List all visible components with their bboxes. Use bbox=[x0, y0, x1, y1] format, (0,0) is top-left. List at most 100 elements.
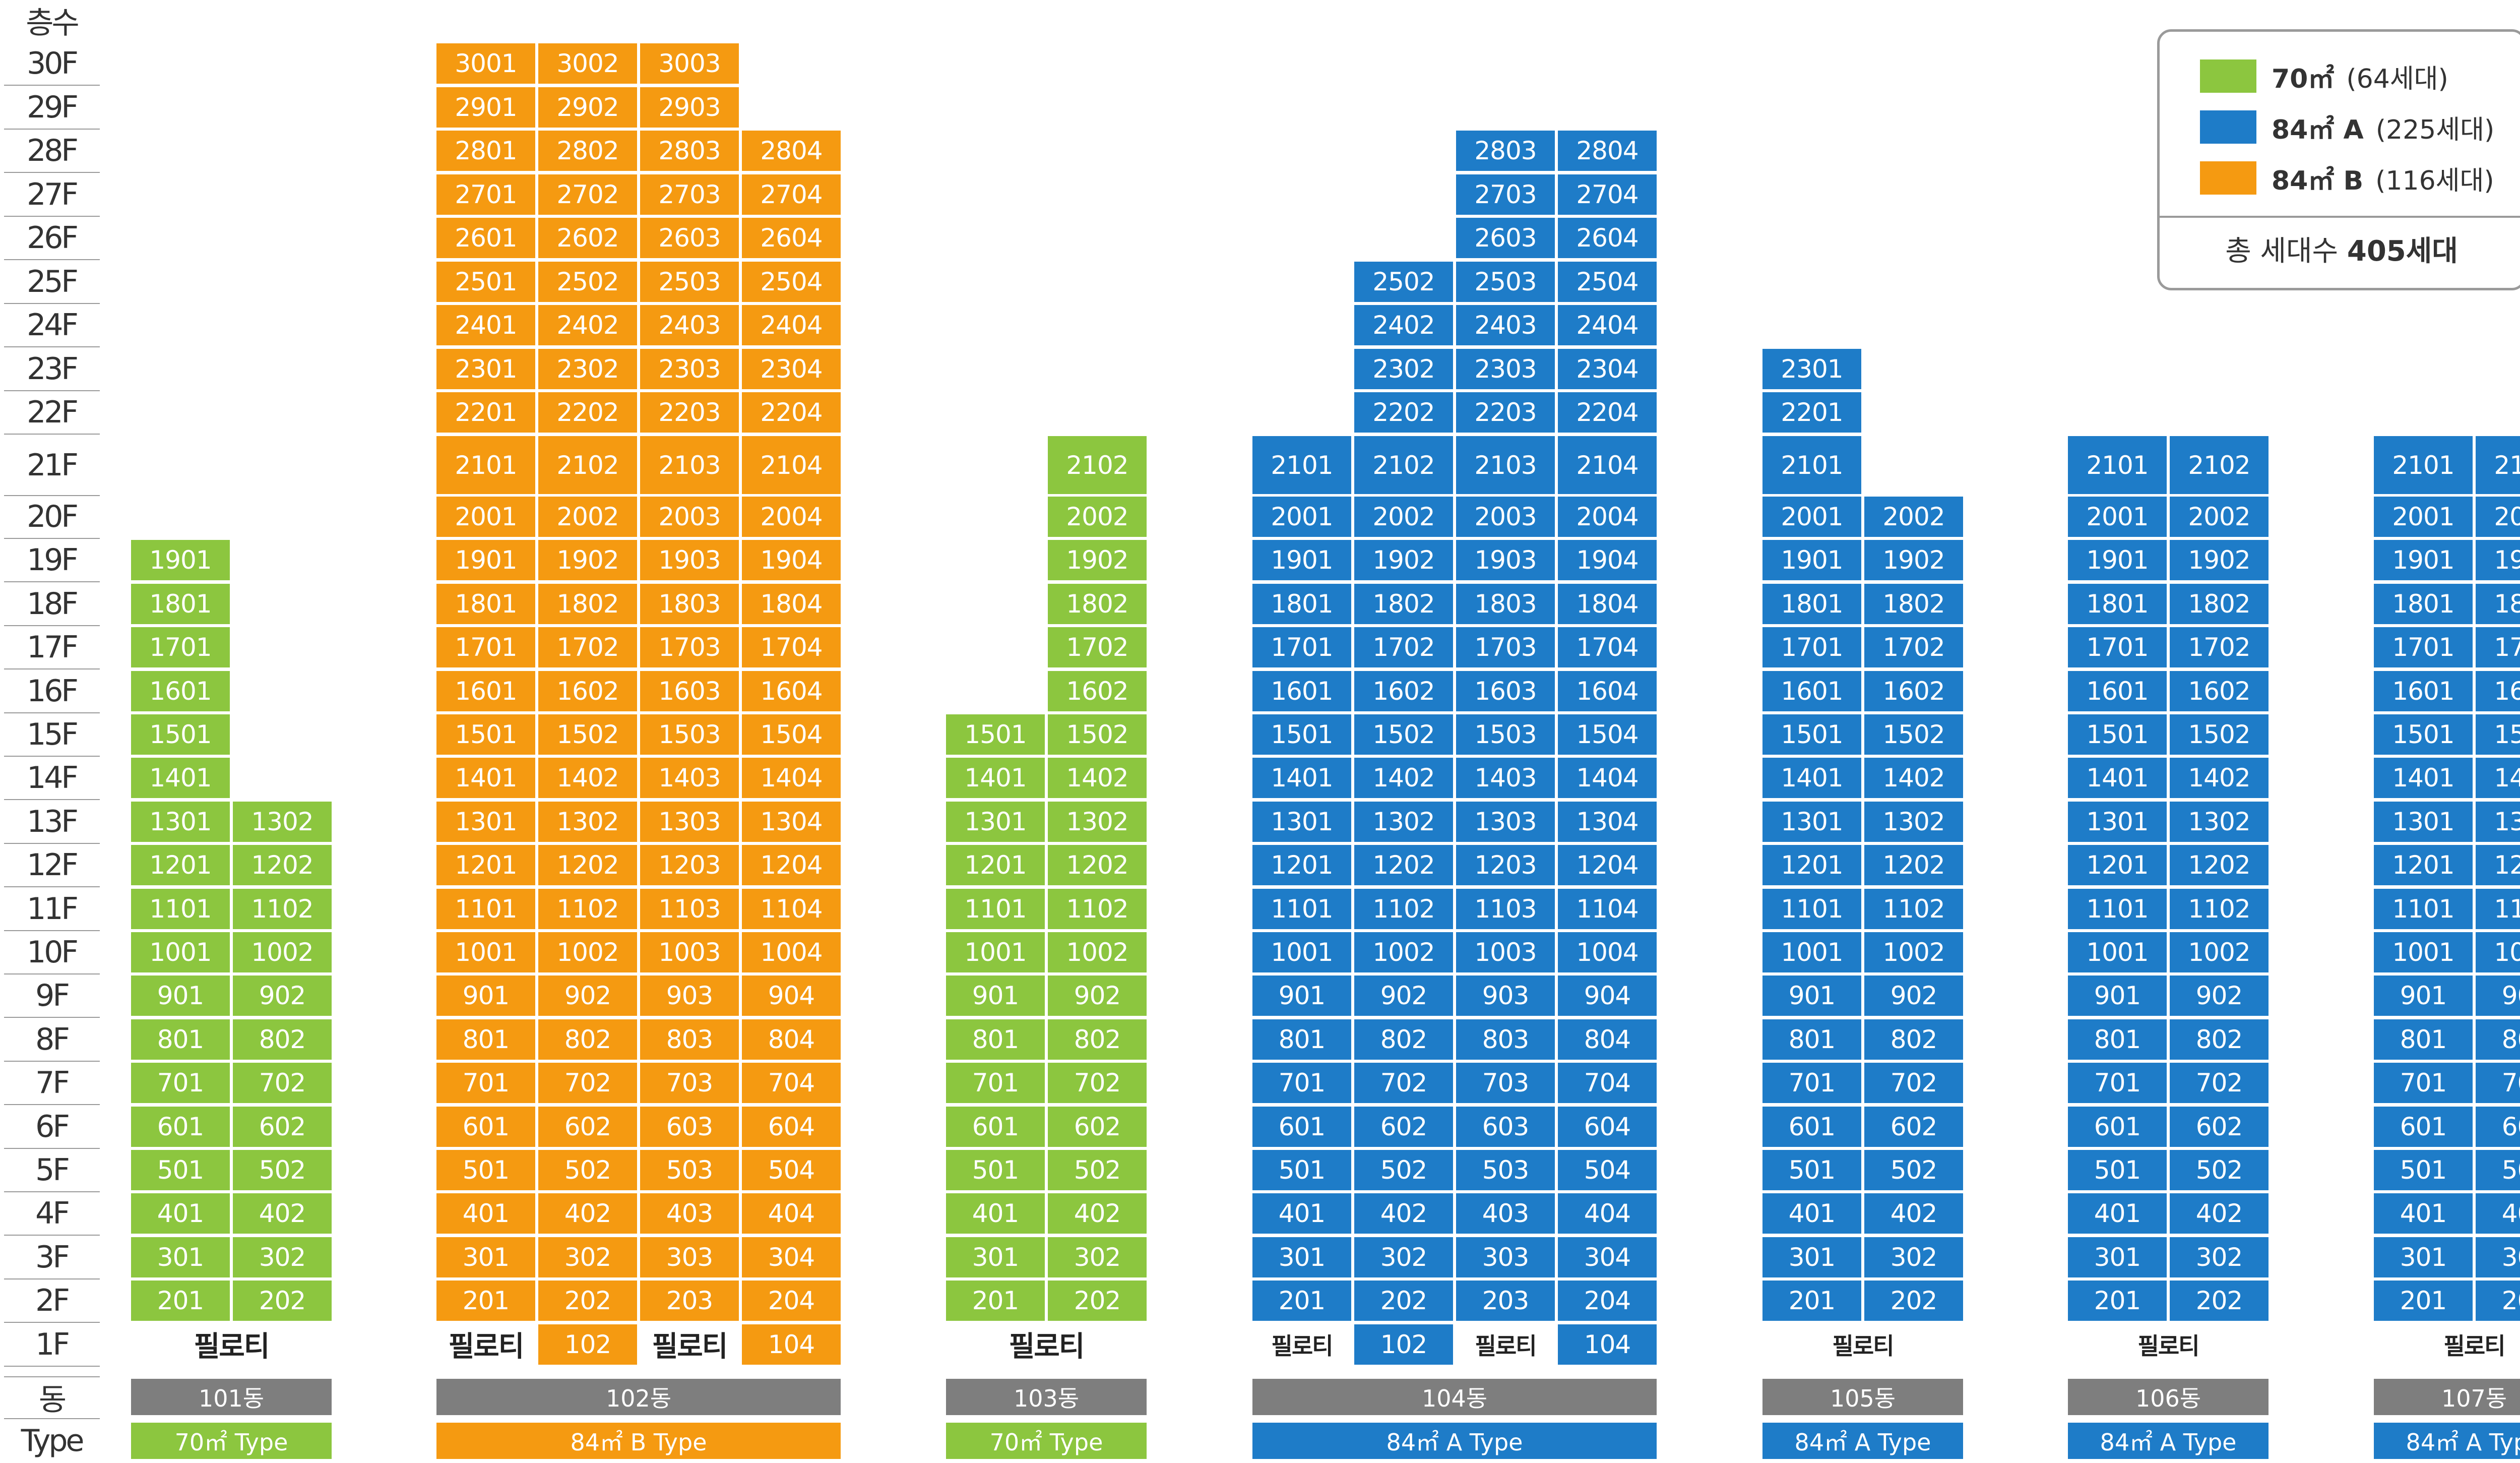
unit-cell: 1101 bbox=[946, 888, 1045, 929]
unit-cell: 1801 bbox=[436, 583, 535, 624]
unit-cell: 801 bbox=[131, 1019, 230, 1060]
unit-cell: 1104 bbox=[742, 888, 841, 929]
unit-cell: 2101 bbox=[1762, 436, 1861, 494]
unit-cell: 2804 bbox=[742, 131, 841, 171]
legend-item: 84㎡ B (116세대) bbox=[2200, 161, 2494, 196]
floor-label: 5F bbox=[35, 1152, 70, 1188]
unit-cell: 2504 bbox=[1558, 261, 1657, 302]
unit-cell: 2101 bbox=[436, 436, 535, 494]
type-label: 70㎡ Type bbox=[946, 1423, 1147, 1459]
unit-cell: 804 bbox=[742, 1019, 841, 1060]
unit-cell: 1702 bbox=[1354, 627, 1453, 668]
unit-cell: 301 bbox=[946, 1237, 1045, 1277]
unit-cell: 1501 bbox=[1252, 714, 1351, 755]
unit-cell: 1504 bbox=[742, 714, 841, 755]
floor-label: 17F bbox=[27, 630, 79, 665]
unit-cell: 2001 bbox=[436, 497, 535, 537]
unit-cell: 601 bbox=[436, 1106, 535, 1147]
unit-cell: 1301 bbox=[946, 801, 1045, 842]
unit-cell: 1704 bbox=[1558, 627, 1657, 668]
piloti-label: 필로티 bbox=[2443, 1332, 2506, 1360]
unit-cell: 1601 bbox=[131, 670, 230, 711]
unit-cell: 1102 bbox=[1048, 888, 1147, 929]
unit-cell: 1102 bbox=[2170, 888, 2269, 929]
dong-label: 106동 bbox=[2068, 1379, 2269, 1415]
unit-cell: 1501 bbox=[2374, 714, 2473, 755]
unit-cell: 1702 bbox=[1864, 627, 1963, 668]
unit-cell: 1801 bbox=[2374, 583, 2473, 624]
unit-cell: 1302 bbox=[2170, 801, 2269, 842]
unit-cell: 1603 bbox=[640, 670, 739, 711]
unit-cell: 701 bbox=[2068, 1063, 2167, 1104]
unit-cell: 2703 bbox=[1456, 174, 1555, 215]
unit-cell: 302 bbox=[1048, 1237, 1147, 1277]
unit-cell: 902 bbox=[2476, 976, 2520, 1016]
unit-cell: 1002 bbox=[2476, 932, 2520, 972]
unit-cell: 1402 bbox=[1864, 758, 1963, 799]
unit-cell: 1602 bbox=[1048, 670, 1147, 711]
unit-cell: 702 bbox=[1354, 1063, 1453, 1104]
unit-cell: 801 bbox=[436, 1019, 535, 1060]
unit-cell: 2103 bbox=[1456, 436, 1555, 494]
unit-cell: 304 bbox=[1558, 1237, 1657, 1277]
legend-area: 84㎡ A bbox=[2272, 114, 2364, 145]
unit-cell: 501 bbox=[946, 1150, 1045, 1190]
unit-cell: 2002 bbox=[2476, 497, 2520, 537]
legend-detail: (116세대) bbox=[2375, 165, 2494, 196]
unit-cell: 1601 bbox=[1762, 670, 1861, 711]
unit-cell: 1901 bbox=[2068, 540, 2167, 581]
piloti-label: 필로티 bbox=[1271, 1332, 1334, 1360]
unit-cell: 402 bbox=[1048, 1193, 1147, 1234]
unit-cell: 2604 bbox=[1558, 218, 1657, 258]
unit-cell: 1301 bbox=[2374, 801, 2473, 842]
unit-cell: 104 bbox=[1558, 1324, 1657, 1365]
unit-cell: 1201 bbox=[946, 845, 1045, 886]
unit-cell: 901 bbox=[436, 976, 535, 1016]
unit-cell: 2004 bbox=[1558, 497, 1657, 537]
unit-cell: 1702 bbox=[2170, 627, 2269, 668]
unit-cell: 1001 bbox=[436, 932, 535, 972]
unit-cell: 2701 bbox=[436, 174, 535, 215]
unit-cell: 1701 bbox=[436, 627, 535, 668]
unit-cell: 602 bbox=[1354, 1106, 1453, 1147]
unit-cell: 2602 bbox=[538, 218, 637, 258]
unit-cell: 2002 bbox=[1048, 497, 1147, 537]
unit-cell: 1602 bbox=[1864, 670, 1963, 711]
floor-separator bbox=[4, 625, 100, 626]
unit-cell: 2102 bbox=[1354, 436, 1453, 494]
unit-cell: 2102 bbox=[1048, 436, 1147, 494]
legend-area: 84㎡ B bbox=[2272, 165, 2364, 196]
unit-cell: 2501 bbox=[436, 261, 535, 302]
unit-cell: 302 bbox=[1354, 1237, 1453, 1277]
unit-cell: 3003 bbox=[640, 43, 739, 84]
unit-cell: 3002 bbox=[538, 43, 637, 84]
unit-cell: 402 bbox=[2476, 1193, 2520, 1234]
unit-cell: 201 bbox=[2068, 1281, 2167, 1321]
unit-cell: 601 bbox=[2068, 1106, 2167, 1147]
dong-header: 동 bbox=[38, 1382, 67, 1418]
floor-separator bbox=[4, 1147, 100, 1149]
floor-separator bbox=[4, 302, 100, 304]
unit-cell: 701 bbox=[1252, 1063, 1351, 1104]
unit-cell: 901 bbox=[1252, 976, 1351, 1016]
unit-cell: 1904 bbox=[1558, 540, 1657, 581]
unit-cell: 1001 bbox=[1252, 932, 1351, 972]
unit-cell: 1901 bbox=[436, 540, 535, 581]
piloti-label: 필로티 bbox=[652, 1330, 728, 1364]
unit-cell: 1602 bbox=[1354, 670, 1453, 711]
unit-cell: 1702 bbox=[538, 627, 637, 668]
unit-cell: 1404 bbox=[1558, 758, 1657, 799]
unit-cell: 1901 bbox=[131, 540, 230, 581]
unit-cell: 302 bbox=[2476, 1237, 2520, 1277]
unit-cell: 201 bbox=[1762, 1281, 1861, 1321]
unit-cell: 2903 bbox=[640, 87, 739, 128]
unit-cell: 202 bbox=[2170, 1281, 2269, 1321]
legend-total-value: 405세대 bbox=[2347, 235, 2458, 268]
floor-separator bbox=[4, 1191, 100, 1192]
unit-cell: 902 bbox=[1864, 976, 1963, 1016]
piloti-label: 필로티 bbox=[2137, 1332, 2200, 1360]
unit-cell: 801 bbox=[2374, 1019, 2473, 1060]
floor-header: 층수 bbox=[26, 5, 79, 41]
unit-cell: 901 bbox=[2068, 976, 2167, 1016]
unit-cell: 2101 bbox=[2068, 436, 2167, 494]
